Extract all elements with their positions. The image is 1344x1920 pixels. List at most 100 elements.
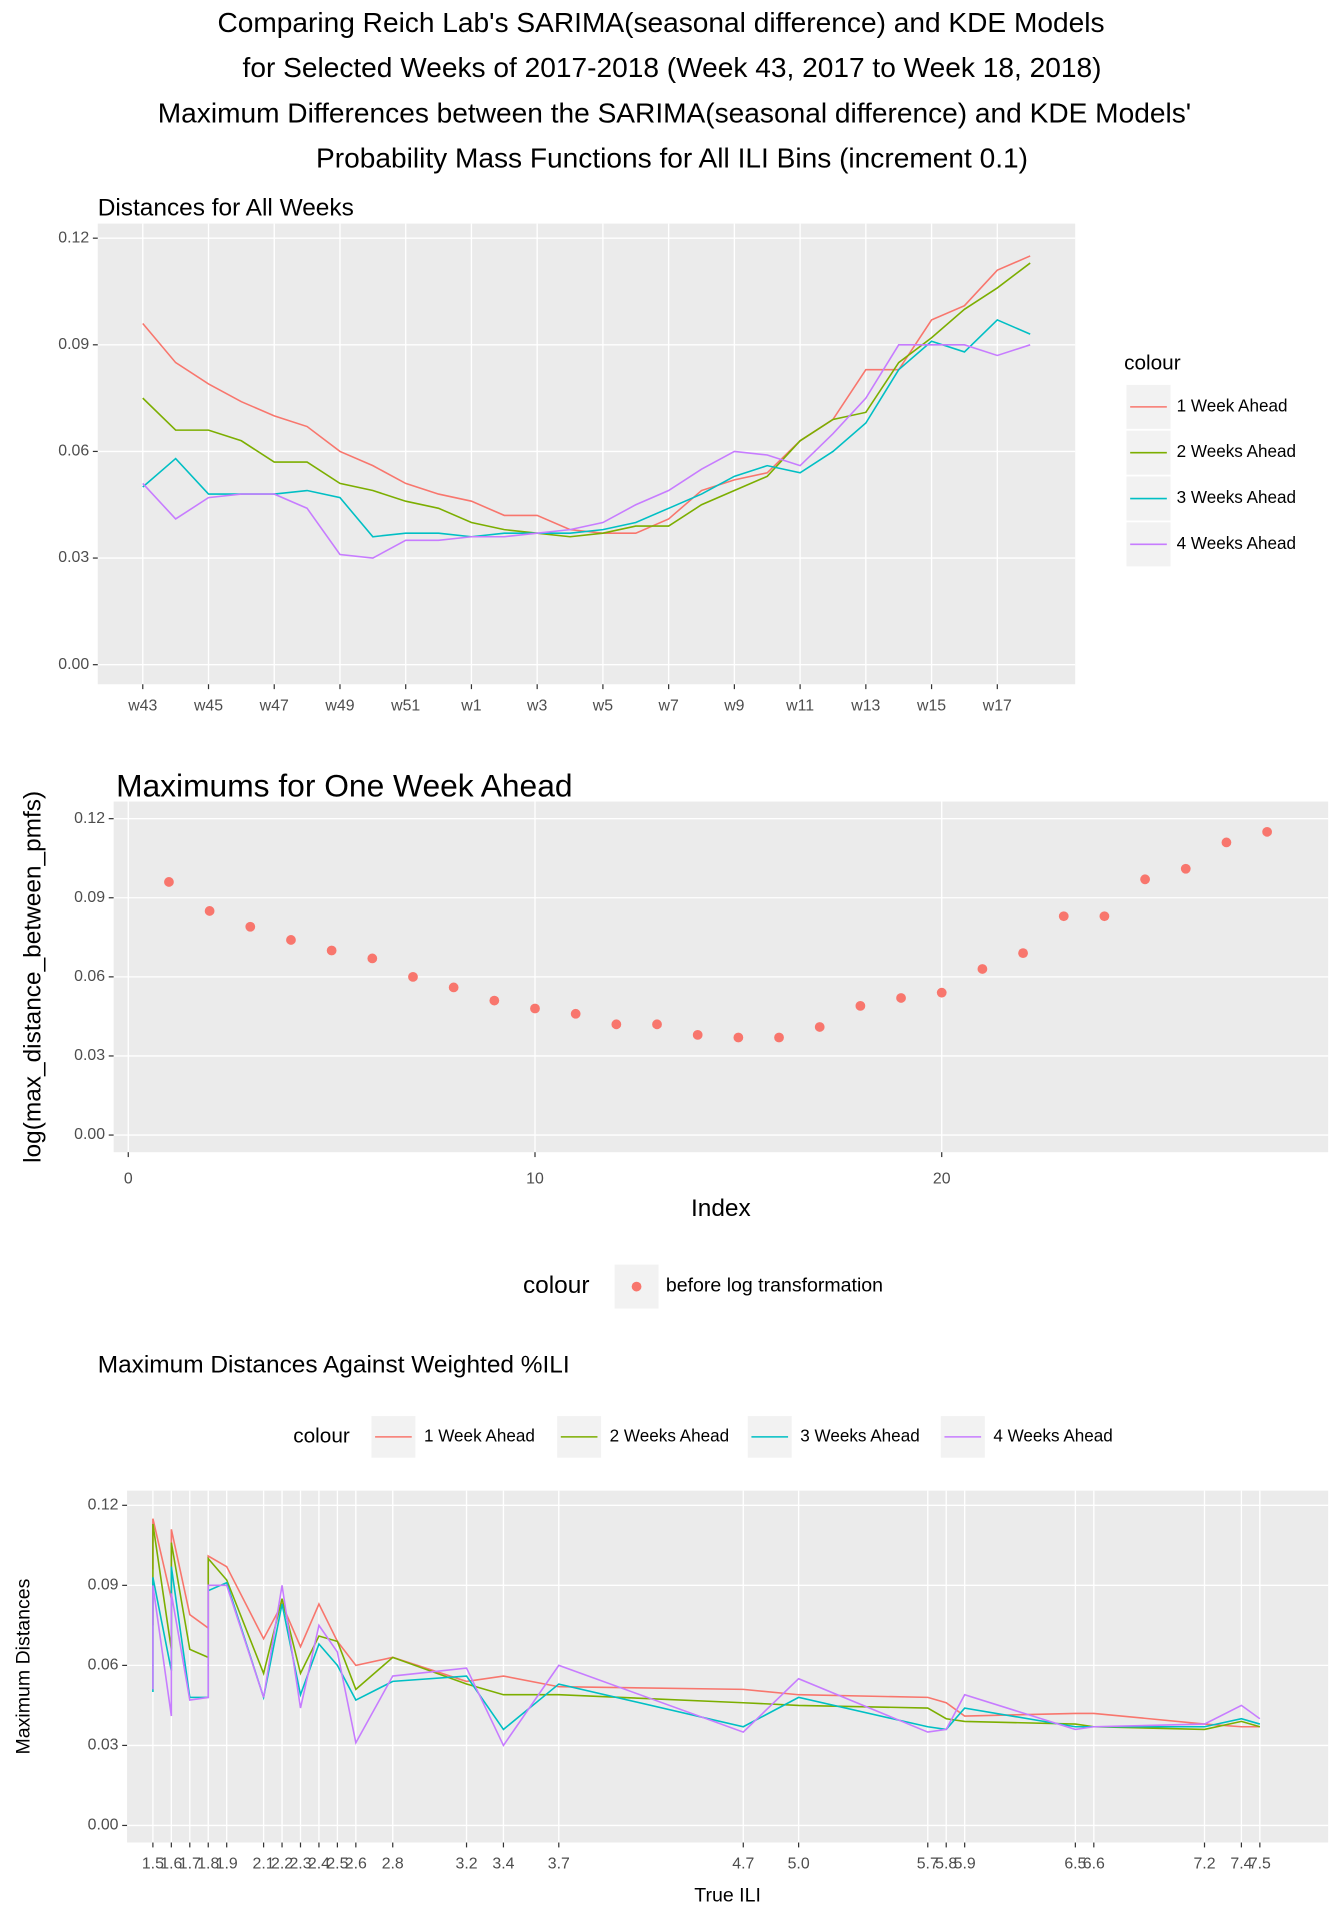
y-tick-label: 0.09 [58,336,89,353]
x-tick-label: 10 [526,1170,544,1187]
x-tick-label: 20 [933,1170,951,1187]
point [1058,911,1069,922]
y-tick-label: 0.03 [74,1047,105,1064]
point [164,877,174,887]
x-tick-label: w51 [390,697,420,714]
y-tick-label: 0.12 [74,810,105,827]
y-tick-label: 0.09 [88,1577,119,1594]
point [408,971,418,982]
x-tick-label: 6.5 [1064,1856,1086,1873]
point [1262,826,1272,837]
y-tick-label: 0.03 [88,1737,119,1754]
point [652,1019,662,1030]
x-tick-label: 7.4 [1230,1856,1252,1873]
x-tick-label: w7 [657,697,678,714]
legend-label: 2 Weeks Ahead [610,1426,729,1445]
x-tick-label: 4.7 [732,1856,754,1873]
point [936,987,947,998]
x-tick-label: 7.5 [1249,1856,1271,1873]
point [1018,948,1028,959]
x-tick-label: 7.2 [1193,1856,1215,1873]
x-tick-label: 2.2 [271,1856,293,1873]
x-tick-label: 3.2 [455,1856,477,1873]
legend-title: colour [1124,352,1181,375]
x-tick-label: 3.4 [492,1856,514,1873]
point [448,982,459,993]
x-tick-label: w43 [127,697,157,714]
legend-label: 1 Week Ahead [1177,396,1288,415]
point [611,1019,622,1030]
y-tick-label: 0.03 [58,549,89,566]
x-tick-label: w9 [723,697,744,714]
point [977,964,988,974]
chart-title: Maximums for One Week Ahead [116,767,572,803]
x-axis-label: True ILI [694,1884,761,1906]
point [855,1000,866,1011]
figure-title: Maximum Differences between the SARIMA(s… [158,97,1191,128]
x-tick-label: 2.6 [345,1856,367,1873]
point [1221,837,1232,848]
series-line [142,318,1031,538]
x-tick-label: w15 [916,697,946,714]
legend-label: 4 Weeks Ahead [1177,534,1296,553]
legend-symbol [631,1281,642,1292]
figure-title: Comparing Reich Lab's SARIMA(seasonal di… [217,7,1104,38]
x-tick-label: 2.1 [253,1856,275,1873]
point [1180,863,1191,874]
legend-title: colour [523,1272,590,1299]
point [896,993,906,1003]
series-line [152,1518,1260,1728]
y-axis-label: Maximum Distances [13,1578,35,1754]
y-tick-label: 0.12 [88,1496,119,1513]
y-tick-label: 0.00 [88,1817,119,1834]
x-tick-label: w11 [785,697,814,714]
x-tick-label: 6.6 [1083,1856,1105,1873]
series-line [142,344,1031,559]
legend-label: before log transformation [666,1275,883,1297]
point [733,1032,744,1043]
figure-title: Probability Mass Functions for All ILI B… [316,142,1028,173]
point [367,953,378,964]
x-axis-label: Index [691,1195,751,1222]
point [489,995,500,1006]
chart-title: Distances for All Weeks [98,194,354,221]
legend-label: 4 Weeks Ahead [993,1426,1112,1445]
series-line [152,1523,1261,1731]
point [692,1029,703,1040]
x-tick-label: 3.7 [548,1856,570,1873]
point [245,921,256,932]
x-tick-label: w17 [982,697,1012,714]
x-tick-label: 2.8 [382,1856,404,1873]
x-tick-label: 1.7 [179,1856,201,1873]
x-tick-label: w13 [850,697,880,714]
plot-panel [97,223,1076,685]
x-tick-label: 5.0 [788,1856,810,1873]
y-tick-label: 0.00 [58,656,89,673]
plot-panel [127,1490,1329,1843]
x-tick-label: w5 [592,697,613,714]
x-tick-label: w49 [324,697,354,714]
x-tick-label: 2.5 [326,1856,348,1873]
x-tick-label: 5.7 [917,1856,939,1873]
y-tick-label: 0.06 [74,968,105,985]
x-tick-label: 1.9 [216,1856,238,1873]
figure-title: for Selected Weeks of 2017-2018 (Week 43… [243,52,1102,83]
point [570,1008,581,1019]
y-tick-label: 0.06 [58,443,89,460]
series-line [152,1566,1261,1731]
x-tick-label: 0 [124,1170,133,1187]
chart-title: Maximum Distances Against Weighted %ILI [98,1351,570,1378]
y-tick-label: 0.00 [74,1126,105,1143]
legend-label: 2 Weeks Ahead [1177,442,1296,461]
x-tick-label: w47 [259,697,289,714]
x-tick-label: 5.8 [935,1856,957,1873]
x-tick-label: 1.5 [142,1856,164,1873]
x-tick-label: 5.9 [954,1856,976,1873]
x-tick-label: 2.4 [308,1856,330,1873]
point [286,935,296,945]
point [326,945,337,956]
x-tick-label: 2.3 [289,1856,311,1873]
point [204,906,215,916]
point [530,1003,540,1014]
